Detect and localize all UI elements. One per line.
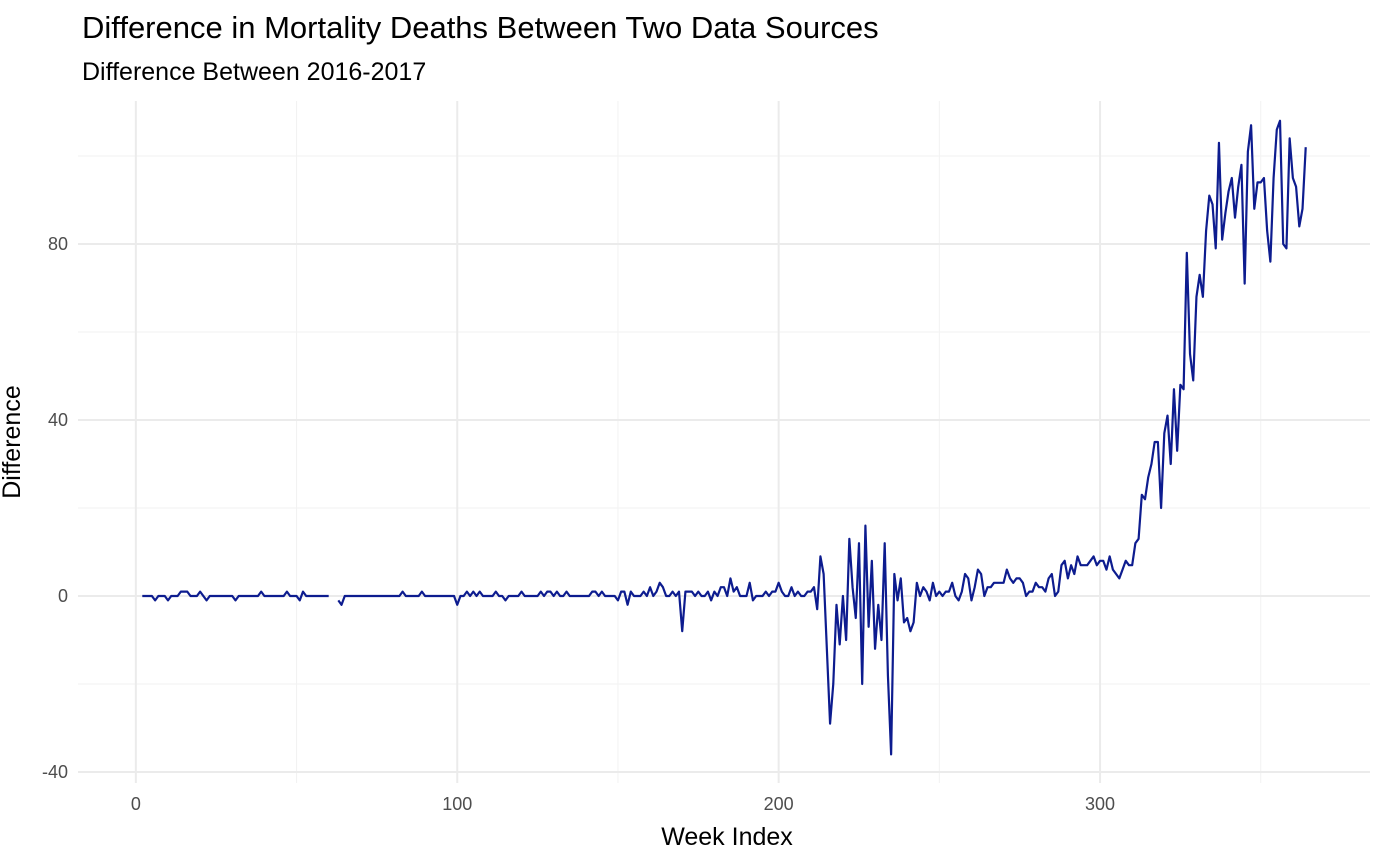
difference-series-line (142, 119, 1307, 756)
minor-gridlines (78, 101, 1370, 783)
y-axis-title: Difference (0, 385, 26, 499)
x-tick-label: 100 (442, 794, 472, 814)
y-axis-tick-labels: -40 0 40 80 (42, 234, 68, 782)
x-axis-tick-labels: 0 100 200 300 (131, 794, 1115, 814)
y-tick-label: 40 (48, 410, 68, 430)
major-gridlines (78, 101, 1370, 783)
x-tick-label: 200 (764, 794, 794, 814)
x-tick-label: 0 (131, 794, 141, 814)
series-layer (142, 119, 1307, 756)
y-tick-label: 80 (48, 234, 68, 254)
x-tick-label: 300 (1085, 794, 1115, 814)
chart-title: Difference in Mortality Deaths Between T… (82, 10, 879, 45)
y-tick-label: 0 (58, 586, 68, 606)
x-axis-title: Week Index (661, 823, 793, 851)
y-tick-label: -40 (42, 762, 68, 782)
chart-subtitle: Difference Between 2016-2017 (82, 58, 427, 86)
